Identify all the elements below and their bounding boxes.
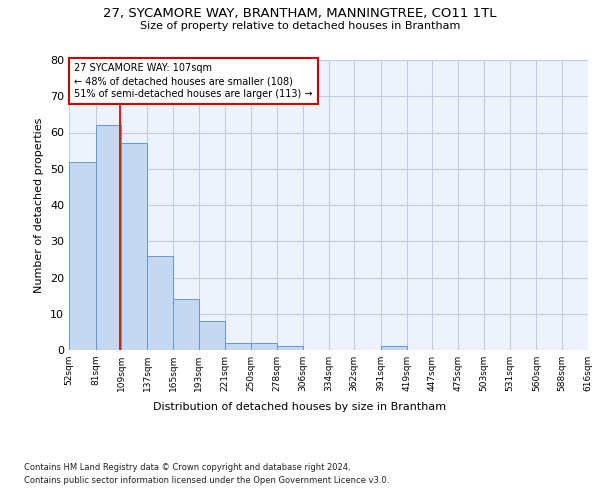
Bar [173,299,199,350]
Text: Distribution of detached houses by size in Brantham: Distribution of detached houses by size … [154,402,446,412]
Bar [95,125,121,350]
Bar [199,321,224,350]
Text: 27 SYCAMORE WAY: 107sqm
← 48% of detached houses are smaller (108)
51% of semi-d: 27 SYCAMORE WAY: 107sqm ← 48% of detache… [74,63,313,100]
Text: Contains HM Land Registry data © Crown copyright and database right 2024.: Contains HM Land Registry data © Crown c… [24,462,350,471]
Bar [121,144,147,350]
Bar [147,256,173,350]
Bar [69,162,95,350]
Bar [251,343,277,350]
Y-axis label: Number of detached properties: Number of detached properties [34,118,44,292]
Bar [277,346,303,350]
Text: Size of property relative to detached houses in Brantham: Size of property relative to detached ho… [140,21,460,31]
Bar [224,343,251,350]
Text: 27, SYCAMORE WAY, BRANTHAM, MANNINGTREE, CO11 1TL: 27, SYCAMORE WAY, BRANTHAM, MANNINGTREE,… [103,8,497,20]
Bar [381,346,407,350]
Text: Contains public sector information licensed under the Open Government Licence v3: Contains public sector information licen… [24,476,389,485]
